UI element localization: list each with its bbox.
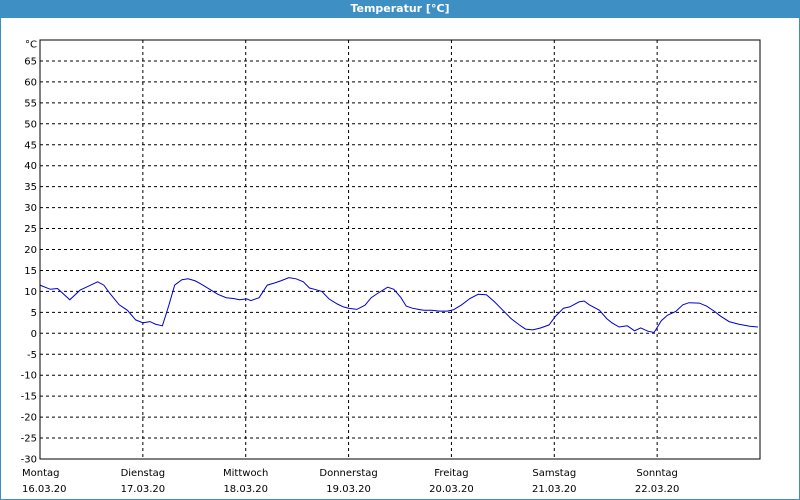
x-date-label: 17.03.20 bbox=[121, 484, 166, 495]
y-tick-label: 55 bbox=[24, 98, 37, 109]
y-tick-label: 5 bbox=[31, 308, 37, 319]
x-date-label: 16.03.20 bbox=[22, 484, 67, 495]
x-day-label: Freitag bbox=[434, 468, 468, 479]
plot-frame bbox=[39, 39, 761, 460]
x-day-label: Donnerstag bbox=[319, 468, 377, 479]
y-tick-label: 15 bbox=[24, 266, 37, 277]
x-date-label: 19.03.20 bbox=[326, 484, 371, 495]
x-day-label: Sonntag bbox=[636, 468, 678, 479]
y-tick-label: 60 bbox=[24, 77, 37, 88]
y-tick-label: 65 bbox=[24, 56, 37, 67]
temperature-line bbox=[39, 277, 758, 334]
y-tick-label: 45 bbox=[24, 140, 37, 151]
y-tick-label: -30 bbox=[21, 455, 37, 466]
x-date-label: 21.03.20 bbox=[532, 484, 577, 495]
x-day-label: Mittwoch bbox=[223, 468, 268, 479]
y-tick-label: 0 bbox=[31, 329, 37, 340]
x-date-label: 18.03.20 bbox=[223, 484, 268, 495]
chart-title: Temperatur [°C] bbox=[0, 0, 800, 18]
y-tick-label: 30 bbox=[24, 203, 37, 214]
y-tick-label: 50 bbox=[24, 119, 37, 130]
y-tick-label: -20 bbox=[21, 413, 37, 424]
y-tick-label: -5 bbox=[27, 350, 37, 361]
x-day-label: Montag bbox=[22, 468, 59, 479]
y-tick-label: 10 bbox=[24, 287, 37, 298]
y-tick-label: 35 bbox=[24, 182, 37, 193]
y-tick-label: -25 bbox=[21, 434, 37, 445]
y-tick-label: 20 bbox=[24, 245, 37, 256]
x-day-label: Dienstag bbox=[121, 468, 166, 479]
y-tick-label: -15 bbox=[21, 392, 37, 403]
y-tick-label: 40 bbox=[24, 161, 37, 172]
x-date-label: 20.03.20 bbox=[429, 484, 474, 495]
y-tick-label: 25 bbox=[24, 224, 37, 235]
y-axis-unit: °C bbox=[25, 40, 37, 51]
x-date-label: 22.03.20 bbox=[635, 484, 680, 495]
y-tick-label: -10 bbox=[21, 371, 37, 382]
x-day-label: Samstag bbox=[532, 468, 576, 479]
